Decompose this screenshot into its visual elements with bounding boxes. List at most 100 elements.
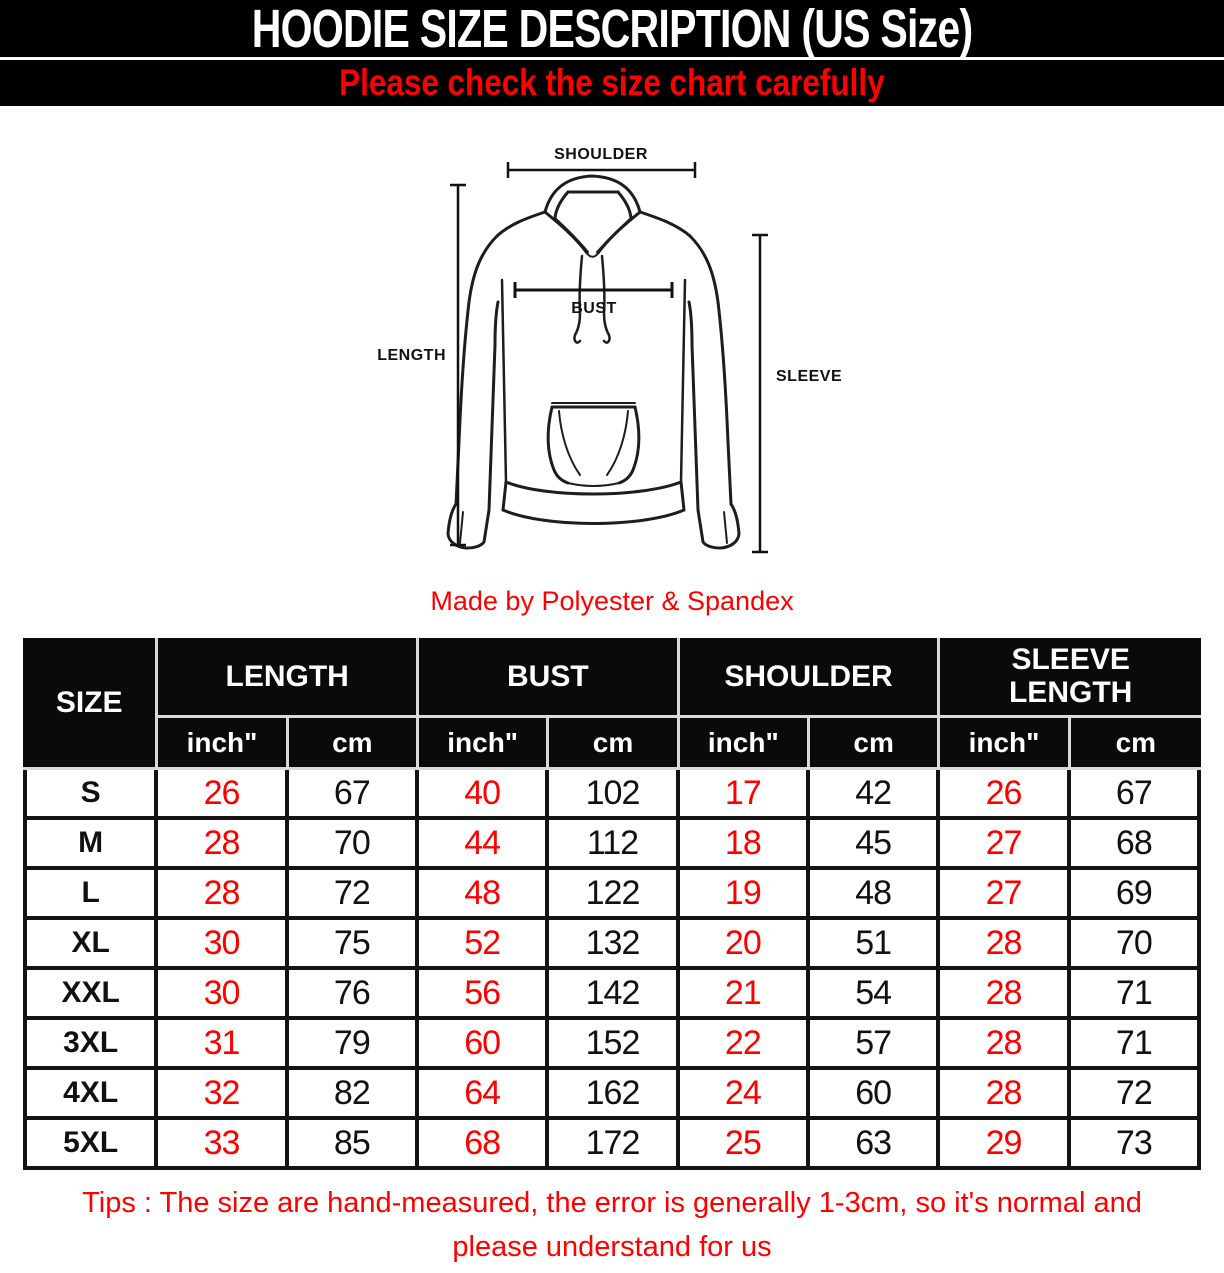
- value-cell: 57: [810, 1020, 941, 1070]
- table-row-xl: XL 30 75 52 132 20 51 28 70: [23, 920, 1201, 970]
- size-corner-header: SIZE: [23, 638, 159, 770]
- value-cell: 19: [679, 870, 810, 920]
- value-cell: 28: [940, 1020, 1071, 1070]
- value-cell: 28: [158, 870, 289, 920]
- value-cell: 42: [810, 770, 941, 820]
- value-cell: 51: [810, 920, 941, 970]
- value-cell: 48: [419, 870, 550, 920]
- value-cell: 44: [419, 820, 550, 870]
- size-cell: S: [23, 770, 159, 820]
- shoulder-label: SHOULDER: [554, 146, 648, 163]
- value-cell: 26: [158, 770, 289, 820]
- group-header-sleeve-length: SLEEVE LENGTH: [940, 638, 1201, 718]
- value-cell: 40: [419, 770, 550, 820]
- value-cell: 27: [940, 820, 1071, 870]
- value-cell: 172: [549, 1120, 680, 1170]
- value-cell: 48: [810, 870, 941, 920]
- size-cell: 5XL: [23, 1120, 159, 1170]
- measure-lines: [450, 162, 768, 554]
- title-banner: HOODIE SIZE DESCRIPTION (US Size): [0, 0, 1224, 57]
- unit-header-length-inch: inch": [158, 718, 289, 770]
- value-cell: 68: [1070, 820, 1201, 870]
- group-header-shoulder: SHOULDER: [679, 638, 941, 718]
- value-cell: 60: [419, 1020, 550, 1070]
- group-header-bust: BUST: [419, 638, 680, 718]
- size-cell: 3XL: [23, 1020, 159, 1070]
- size-cell: M: [23, 820, 159, 870]
- value-cell: 142: [549, 970, 680, 1020]
- page-subtitle: Please check the size chart carefully: [339, 62, 885, 103]
- unit-header-bust-cm: cm: [549, 718, 680, 770]
- value-cell: 56: [419, 970, 550, 1020]
- value-cell: 28: [940, 970, 1071, 1020]
- value-cell: 82: [288, 1070, 419, 1120]
- table-row-4xl: 4XL 32 82 64 162 24 60 28 72: [23, 1070, 1201, 1120]
- value-cell: 70: [288, 820, 419, 870]
- value-cell: 60: [810, 1070, 941, 1120]
- value-cell: 33: [158, 1120, 289, 1170]
- table-row-m: M 28 70 44 112 18 45 27 68: [23, 820, 1201, 870]
- size-cell: L: [23, 870, 159, 920]
- value-cell: 28: [940, 920, 1071, 970]
- value-cell: 26: [940, 770, 1071, 820]
- value-cell: 68: [419, 1120, 550, 1170]
- value-cell: 67: [288, 770, 419, 820]
- value-cell: 102: [549, 770, 680, 820]
- value-cell: 72: [1070, 1070, 1201, 1120]
- value-cell: 85: [288, 1120, 419, 1170]
- bust-measure-line: [513, 282, 674, 298]
- value-cell: 69: [1070, 870, 1201, 920]
- value-cell: 67: [1070, 770, 1201, 820]
- size-cell: XL: [23, 920, 159, 970]
- table-row-3xl: 3XL 31 79 60 152 22 57 28 71: [23, 1020, 1201, 1070]
- value-cell: 71: [1070, 970, 1201, 1020]
- value-cell: 30: [158, 920, 289, 970]
- value-cell: 72: [288, 870, 419, 920]
- sleeve-label: SLEEVE: [776, 368, 843, 385]
- value-cell: 162: [549, 1070, 680, 1120]
- sleeve-measure-line: [752, 233, 768, 554]
- group-header-row: SIZE LENGTH BUST SHOULDER SLEEVE LENGTH: [23, 638, 1201, 770]
- value-cell: 45: [810, 820, 941, 870]
- hoodie-illustration: [446, 162, 768, 554]
- unit-header-shoulder-cm: cm: [810, 718, 941, 770]
- value-cell: 122: [549, 870, 680, 920]
- group-header-sleeve-length-label: SLEEVE LENGTH: [1008, 642, 1133, 710]
- table-row-l: L 28 72 48 122 19 48 27 69: [23, 870, 1201, 920]
- subtitle-banner: Please check the size chart carefully: [0, 60, 1224, 106]
- unit-header-bust-inch: inch": [419, 718, 550, 770]
- page-title: HOODIE SIZE DESCRIPTION (US Size): [251, 0, 973, 57]
- value-cell: 52: [419, 920, 550, 970]
- bust-label: BUST: [571, 300, 617, 317]
- value-cell: 18: [679, 820, 810, 870]
- length-label: LENGTH: [377, 347, 446, 364]
- value-cell: 20: [679, 920, 810, 970]
- value-cell: 32: [158, 1070, 289, 1120]
- banner-divider: [0, 57, 1224, 60]
- value-cell: 21: [679, 970, 810, 1020]
- value-cell: 27: [940, 870, 1071, 920]
- length-measure-line: [450, 183, 466, 547]
- value-cell: 79: [288, 1020, 419, 1070]
- table-row-xxl: XXL 30 76 56 142 21 54 28 71: [23, 970, 1201, 1020]
- value-cell: 76: [288, 970, 419, 1020]
- value-cell: 28: [158, 820, 289, 870]
- value-cell: 28: [940, 1070, 1071, 1120]
- hoodie-outline: [446, 174, 741, 550]
- value-cell: 112: [549, 820, 680, 870]
- value-cell: 63: [810, 1120, 941, 1170]
- value-cell: 152: [549, 1020, 680, 1070]
- unit-header-sleeve-inch: inch": [940, 718, 1071, 770]
- unit-header-shoulder-inch: inch": [679, 718, 810, 770]
- value-cell: 22: [679, 1020, 810, 1070]
- value-cell: 30: [158, 970, 289, 1020]
- value-cell: 54: [810, 970, 941, 1020]
- size-cell: XXL: [23, 970, 159, 1020]
- made-by-note: Made by Polyester & Spandex: [430, 586, 794, 616]
- value-cell: 75: [288, 920, 419, 970]
- table-row-s: S 26 67 40 102 17 42 26 67: [23, 770, 1201, 820]
- table-row-5xl: 5XL 33 85 68 172 25 63 29 73: [23, 1120, 1201, 1170]
- size-chart-table: SIZE LENGTH BUST SHOULDER SLEEVE LENGTH …: [23, 638, 1201, 1170]
- value-cell: 31: [158, 1020, 289, 1070]
